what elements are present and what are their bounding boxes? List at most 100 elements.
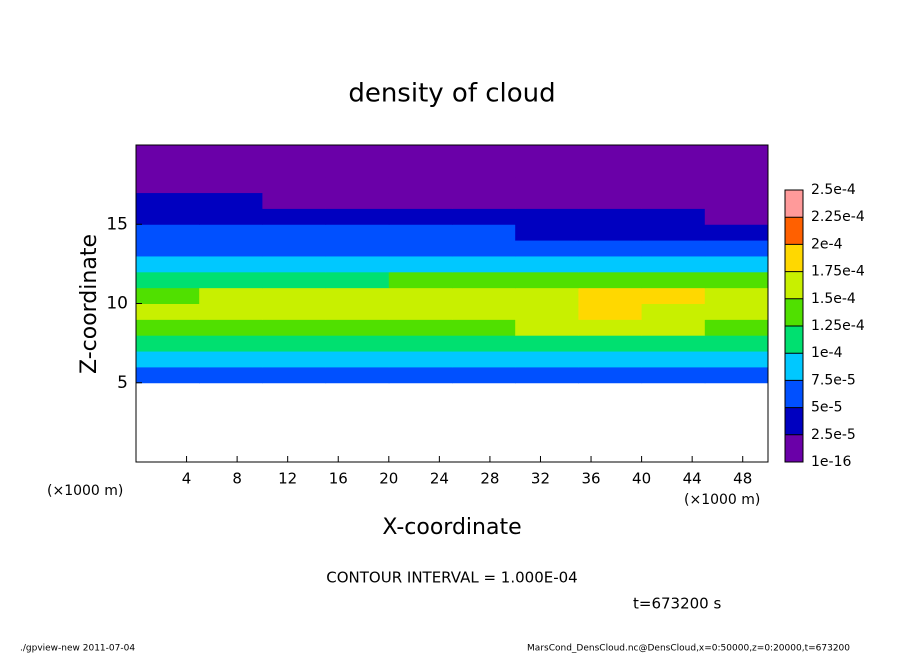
heat-cell (262, 366, 327, 384)
heat-cell (262, 351, 327, 368)
heat-cell (641, 160, 706, 178)
heat-cell (704, 192, 769, 209)
heat-cell (515, 176, 579, 194)
heat-cell (578, 287, 643, 304)
colorbar-label: 7.5e-5 (811, 372, 856, 388)
heat-cell (325, 224, 390, 241)
heat-cell (515, 351, 579, 368)
colorbar-label: 1.25e-4 (811, 318, 865, 334)
heat-cell (262, 271, 327, 289)
x-axis-label: X-coordinate (382, 515, 521, 540)
heat-cell (325, 145, 390, 162)
heat-cell (641, 319, 706, 336)
heat-cell (325, 366, 390, 384)
heat-cell (515, 208, 579, 225)
heat-cell (641, 287, 706, 304)
heat-cell (641, 224, 706, 241)
heat-cell (578, 319, 643, 336)
x-tick-label: 48 (733, 470, 752, 488)
y-tick-label: 5 (117, 373, 128, 393)
heat-cell (136, 303, 200, 320)
heat-cell (388, 224, 453, 241)
heat-cell (136, 271, 200, 289)
heat-cell (704, 208, 769, 225)
heat-cell (262, 145, 327, 162)
colorbar-label: 2.5e-5 (811, 427, 856, 443)
x-tick-label: 44 (683, 470, 702, 488)
x-tick-label: 16 (329, 470, 348, 488)
heat-cell (641, 192, 706, 209)
heat-cell (199, 224, 263, 241)
heat-cell (578, 192, 643, 209)
heat-cell (136, 335, 200, 352)
colorbar-swatch (785, 244, 803, 272)
x-tick-label: 32 (531, 470, 550, 488)
heat-cell (262, 192, 327, 209)
heat-cell (452, 255, 516, 273)
heat-cell (325, 176, 390, 194)
heat-cell (325, 271, 390, 289)
colorbar-swatch (785, 217, 803, 245)
heat-cell (136, 287, 200, 304)
heat-cell (452, 366, 516, 384)
heat-cell (136, 160, 200, 178)
heat-cell (388, 303, 453, 320)
heat-cell (325, 192, 390, 209)
x-tick-label: 12 (278, 470, 297, 488)
heat-cell (325, 319, 390, 336)
heat-cell (704, 255, 769, 273)
heat-cell (452, 335, 516, 352)
heat-cell (136, 224, 200, 241)
heat-cell (136, 240, 200, 257)
heat-cell (515, 160, 579, 178)
heat-cell (388, 208, 453, 225)
colorbar-swatch (785, 353, 803, 381)
colorbar-label: 2.25e-4 (811, 209, 865, 225)
heat-cell (515, 224, 579, 241)
heat-cell (452, 208, 516, 225)
heat-cell (515, 319, 579, 336)
heat-cell (388, 335, 453, 352)
heat-cell (452, 287, 516, 304)
heat-cell (578, 224, 643, 241)
heat-cell (515, 192, 579, 209)
heat-cell (704, 303, 769, 320)
heat-cell (452, 240, 516, 257)
heat-cell (578, 303, 643, 320)
colorbar-label: 1e-4 (811, 345, 843, 361)
heat-cell (452, 145, 516, 162)
heat-cell (578, 240, 643, 257)
heat-cell (388, 240, 453, 257)
heat-cell (388, 319, 453, 336)
heat-cell (515, 287, 579, 304)
heat-cell (641, 335, 706, 352)
heat-cell (262, 176, 327, 194)
heat-cell (136, 145, 200, 162)
heat-cell (578, 176, 643, 194)
colorbar-label: 2e-4 (811, 236, 843, 252)
heat-cell (136, 176, 200, 194)
heat-cell (515, 145, 579, 162)
heat-cell (325, 351, 390, 368)
heat-cell (578, 351, 643, 368)
y-tick-label: 10 (106, 294, 128, 314)
heat-cell (641, 240, 706, 257)
heat-cell (641, 208, 706, 225)
x-tick-label: 28 (480, 470, 499, 488)
heat-cell (515, 335, 579, 352)
heat-cell (262, 255, 327, 273)
colorbar-swatch (785, 271, 803, 299)
colorbar-label: 1.5e-4 (811, 291, 856, 307)
x-tick-label: 40 (632, 470, 651, 488)
y-unit: (×1000 m) (47, 483, 123, 499)
heat-cell (578, 145, 643, 162)
heat-cell (452, 224, 516, 241)
y-tick-label: 15 (106, 214, 128, 234)
heat-cell (199, 351, 263, 368)
heat-cell (704, 160, 769, 178)
heat-cell (704, 224, 769, 241)
y-axis-label: Z-coordinate (77, 234, 102, 374)
heat-cell (325, 335, 390, 352)
x-tick-label: 24 (430, 470, 449, 488)
heat-cell (578, 366, 643, 384)
